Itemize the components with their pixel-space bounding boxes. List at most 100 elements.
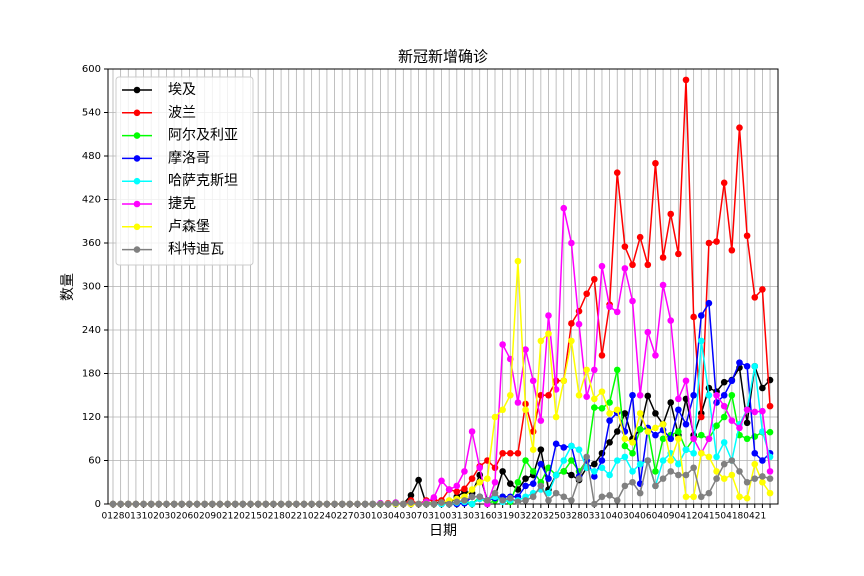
point — [606, 399, 613, 406]
x-tick-label: 0209 — [193, 512, 216, 522]
point — [728, 417, 736, 424]
y-tick-label: 180 — [82, 369, 101, 380]
x-tick-label: 0304 — [377, 512, 400, 522]
point — [461, 485, 468, 493]
point — [262, 500, 270, 508]
point — [140, 500, 147, 508]
point — [675, 428, 682, 435]
point — [766, 475, 774, 482]
y-axis-label: 数量 — [60, 273, 76, 301]
point — [759, 457, 766, 464]
point — [598, 493, 606, 501]
point — [468, 428, 476, 435]
point — [766, 468, 774, 475]
point — [652, 352, 659, 359]
point — [400, 500, 407, 508]
point — [545, 312, 552, 319]
legend-label: 捷克 — [168, 196, 196, 212]
point — [499, 497, 506, 504]
point — [537, 337, 545, 345]
point — [766, 489, 774, 497]
point — [606, 410, 613, 417]
point — [636, 233, 644, 241]
x-tick-label: 0224 — [308, 512, 331, 522]
point — [315, 500, 323, 508]
point — [759, 473, 766, 480]
point — [743, 435, 751, 443]
legend-label: 摩洛哥 — [168, 149, 210, 166]
point — [476, 493, 484, 501]
point — [163, 500, 170, 508]
point — [690, 435, 697, 443]
point — [369, 500, 377, 508]
point — [537, 460, 545, 468]
point — [682, 471, 690, 479]
point — [591, 500, 598, 508]
point — [522, 475, 529, 482]
x-tick-label: 0203 — [147, 512, 170, 522]
point — [629, 478, 636, 486]
point — [697, 413, 705, 421]
point — [468, 500, 476, 508]
point — [606, 417, 613, 424]
point — [644, 328, 652, 336]
point — [407, 499, 415, 506]
point — [506, 494, 514, 502]
legend-marker — [133, 200, 141, 208]
point — [613, 366, 621, 374]
point — [659, 420, 667, 428]
point — [575, 446, 583, 453]
point — [644, 261, 652, 269]
point — [346, 500, 354, 508]
point — [675, 471, 682, 479]
point — [193, 500, 201, 508]
point — [759, 407, 766, 415]
point — [537, 446, 545, 453]
point — [445, 500, 453, 508]
point — [728, 377, 736, 385]
point — [713, 453, 720, 461]
point — [728, 391, 736, 399]
point — [705, 489, 713, 497]
point — [743, 232, 751, 240]
point — [552, 440, 560, 448]
point — [522, 497, 529, 504]
point — [560, 493, 568, 501]
point — [751, 449, 759, 457]
point — [231, 500, 239, 508]
point — [598, 457, 606, 464]
point — [720, 460, 728, 468]
point — [636, 391, 644, 399]
point — [598, 262, 606, 270]
point — [354, 500, 361, 508]
point — [514, 498, 522, 506]
point — [713, 475, 720, 482]
point — [682, 420, 690, 428]
point — [720, 413, 728, 421]
point — [499, 468, 506, 475]
point — [568, 239, 575, 247]
legend-label: 科特迪瓦 — [168, 242, 224, 258]
point — [613, 406, 621, 414]
point — [552, 413, 560, 421]
point — [644, 457, 652, 464]
point — [491, 478, 499, 486]
point — [675, 406, 682, 414]
legend-box — [115, 76, 254, 266]
point — [201, 500, 208, 508]
point — [529, 480, 537, 488]
point — [682, 377, 690, 385]
point — [652, 468, 659, 475]
x-tick-label: 0325 — [537, 512, 560, 522]
point — [170, 500, 178, 508]
point — [591, 275, 598, 283]
point — [667, 210, 675, 218]
chart-title: 新冠新增确诊 — [398, 48, 488, 66]
point — [514, 257, 522, 265]
point — [659, 281, 667, 289]
point — [155, 500, 163, 508]
point — [529, 446, 537, 453]
point — [591, 473, 598, 480]
point — [438, 477, 445, 485]
point — [591, 404, 598, 411]
